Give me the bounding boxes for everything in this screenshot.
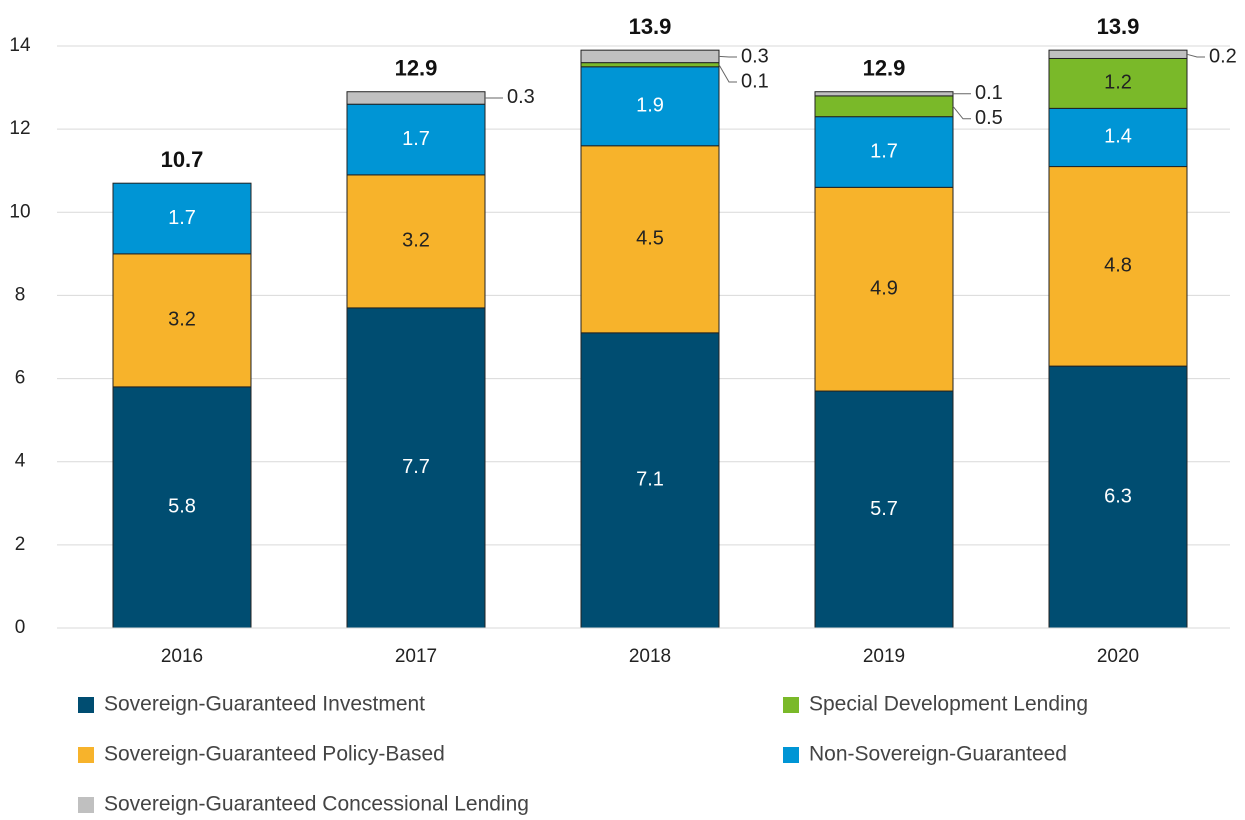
legend-label: Sovereign-Guaranteed Investment bbox=[104, 693, 425, 716]
y-tick-label: 8 bbox=[15, 284, 26, 305]
value-label: 1.7 bbox=[402, 128, 430, 150]
legend-label: Sovereign-Guaranteed Policy-Based bbox=[104, 743, 445, 766]
y-tick-label: 14 bbox=[9, 35, 31, 56]
value-label: 3.2 bbox=[402, 230, 430, 252]
bar-segment bbox=[346, 174, 486, 309]
legend-label: Sovereign-Guaranteed Concessional Lendin… bbox=[104, 793, 529, 816]
legend-swatch bbox=[783, 697, 799, 713]
legend-swatch bbox=[78, 747, 94, 763]
value-label: 1.7 bbox=[168, 207, 196, 229]
leader-line bbox=[718, 64, 737, 83]
leader-line bbox=[952, 105, 971, 120]
bar-segment bbox=[112, 386, 252, 629]
bar-segment bbox=[814, 116, 954, 188]
leader-line bbox=[718, 55, 737, 58]
leader-line bbox=[1186, 53, 1205, 58]
bar-segment bbox=[112, 182, 252, 255]
value-label: 0.2 bbox=[1209, 45, 1237, 67]
x-tick-label: 2017 bbox=[395, 646, 437, 667]
bar-segment bbox=[580, 49, 720, 64]
value-label: 4.9 bbox=[870, 277, 898, 299]
y-tick-label: 2 bbox=[15, 534, 26, 555]
bar-segment bbox=[112, 253, 252, 388]
legend-swatch bbox=[783, 747, 799, 763]
value-label: 1.4 bbox=[1104, 126, 1132, 148]
legend-swatch bbox=[78, 797, 94, 813]
value-label: 5.7 bbox=[870, 498, 898, 520]
value-label: 0.3 bbox=[507, 86, 535, 108]
total-label: 13.9 bbox=[629, 14, 672, 39]
y-tick-label: 6 bbox=[15, 368, 26, 389]
value-label: 5.8 bbox=[168, 496, 196, 518]
bar-segment bbox=[1048, 57, 1188, 109]
value-label: 6.3 bbox=[1104, 485, 1132, 507]
value-label: 1.7 bbox=[870, 140, 898, 162]
value-label: 7.7 bbox=[402, 456, 430, 478]
total-label: 12.9 bbox=[863, 56, 906, 81]
value-label: 0.1 bbox=[741, 70, 769, 92]
value-label: 1.2 bbox=[1104, 72, 1132, 94]
bar-segment bbox=[580, 66, 720, 147]
value-label: 7.1 bbox=[636, 469, 664, 491]
value-label: 4.5 bbox=[636, 228, 664, 250]
bar-segment bbox=[1048, 365, 1188, 629]
bar-segment bbox=[346, 307, 486, 629]
bar-segment bbox=[580, 62, 720, 68]
x-tick-label: 2016 bbox=[161, 646, 203, 667]
value-label: 1.9 bbox=[636, 95, 664, 117]
bar-segment bbox=[814, 390, 954, 629]
total-label: 12.9 bbox=[395, 56, 438, 81]
y-tick-label: 0 bbox=[15, 617, 26, 638]
value-label: 4.8 bbox=[1104, 255, 1132, 277]
bar-segment bbox=[814, 91, 954, 97]
bar-segment bbox=[814, 186, 954, 392]
total-label: 10.7 bbox=[161, 147, 204, 172]
x-tick-label: 2020 bbox=[1097, 646, 1139, 667]
total-label: 13.9 bbox=[1097, 14, 1140, 39]
bar-segment bbox=[1048, 49, 1188, 59]
value-label: 0.5 bbox=[975, 107, 1003, 129]
legend-label: Non-Sovereign-Guaranteed bbox=[809, 743, 1067, 766]
legend-label: Special Development Lending bbox=[809, 693, 1088, 716]
y-tick-label: 4 bbox=[15, 451, 26, 472]
x-tick-label: 2018 bbox=[629, 646, 671, 667]
bar-segment bbox=[346, 91, 486, 105]
value-label: 3.2 bbox=[168, 309, 196, 331]
y-tick-label: 10 bbox=[9, 201, 30, 222]
bar-segment bbox=[814, 95, 954, 118]
y-tick-label: 12 bbox=[9, 118, 30, 139]
value-label: 0.1 bbox=[975, 82, 1003, 104]
value-label: 0.3 bbox=[741, 45, 769, 67]
legend-swatch bbox=[78, 697, 94, 713]
x-tick-label: 2019 bbox=[863, 646, 905, 667]
bar-segment bbox=[580, 145, 720, 334]
